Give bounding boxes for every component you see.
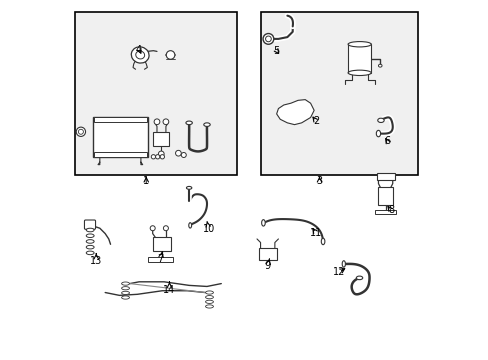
Text: 13: 13: [90, 254, 102, 266]
Bar: [374, 210, 395, 214]
Ellipse shape: [122, 291, 129, 294]
Ellipse shape: [205, 305, 213, 308]
Circle shape: [289, 106, 302, 118]
Circle shape: [163, 119, 168, 125]
Text: 12: 12: [332, 267, 345, 277]
Ellipse shape: [86, 234, 94, 238]
Bar: [153, 132, 169, 146]
Ellipse shape: [376, 130, 380, 137]
Ellipse shape: [261, 220, 264, 226]
Ellipse shape: [205, 291, 213, 294]
Circle shape: [151, 155, 155, 159]
Bar: [148, 257, 173, 262]
Bar: [93, 117, 148, 157]
Ellipse shape: [377, 118, 384, 122]
Ellipse shape: [205, 300, 213, 303]
Circle shape: [263, 33, 273, 44]
Bar: [94, 117, 147, 122]
Text: 11: 11: [309, 228, 322, 238]
Circle shape: [158, 151, 164, 157]
Ellipse shape: [356, 276, 362, 280]
Circle shape: [181, 153, 186, 157]
Ellipse shape: [185, 121, 192, 125]
Ellipse shape: [86, 228, 94, 232]
Circle shape: [154, 119, 160, 125]
Ellipse shape: [342, 261, 345, 267]
Text: 3: 3: [316, 176, 322, 186]
Text: 8: 8: [387, 205, 393, 215]
Text: 1: 1: [143, 176, 149, 186]
Circle shape: [78, 129, 83, 134]
Text: 14: 14: [163, 282, 175, 295]
Bar: [258, 248, 276, 260]
Ellipse shape: [188, 223, 191, 228]
Text: 6: 6: [384, 136, 389, 147]
Text: 5: 5: [273, 46, 279, 56]
Ellipse shape: [321, 238, 324, 245]
Ellipse shape: [86, 240, 94, 243]
Bar: [378, 187, 392, 205]
Ellipse shape: [186, 186, 191, 189]
Ellipse shape: [122, 296, 129, 299]
Ellipse shape: [131, 47, 149, 63]
Circle shape: [265, 36, 271, 42]
Ellipse shape: [136, 51, 144, 59]
Bar: [376, 173, 394, 180]
Bar: [260, 12, 417, 175]
Polygon shape: [276, 100, 313, 125]
Circle shape: [261, 252, 265, 256]
Text: 2: 2: [312, 116, 318, 126]
Bar: [347, 44, 370, 73]
Circle shape: [150, 226, 155, 231]
Ellipse shape: [347, 70, 370, 76]
Bar: [75, 12, 237, 175]
Ellipse shape: [203, 123, 210, 126]
Ellipse shape: [378, 64, 381, 67]
Text: 4: 4: [136, 45, 142, 55]
Bar: [94, 153, 147, 157]
Bar: [152, 237, 170, 251]
FancyBboxPatch shape: [84, 220, 95, 229]
Ellipse shape: [347, 41, 370, 47]
Text: 10: 10: [202, 221, 214, 234]
Circle shape: [166, 51, 175, 59]
Circle shape: [163, 226, 168, 231]
Text: 9: 9: [264, 259, 270, 271]
Ellipse shape: [122, 287, 129, 290]
Ellipse shape: [86, 246, 94, 249]
Text: 7: 7: [157, 252, 163, 264]
Circle shape: [76, 127, 85, 136]
Circle shape: [269, 252, 274, 256]
Ellipse shape: [86, 251, 94, 255]
Circle shape: [160, 155, 164, 159]
Circle shape: [175, 150, 181, 156]
Ellipse shape: [205, 296, 213, 299]
Ellipse shape: [122, 282, 129, 285]
Circle shape: [155, 155, 160, 159]
